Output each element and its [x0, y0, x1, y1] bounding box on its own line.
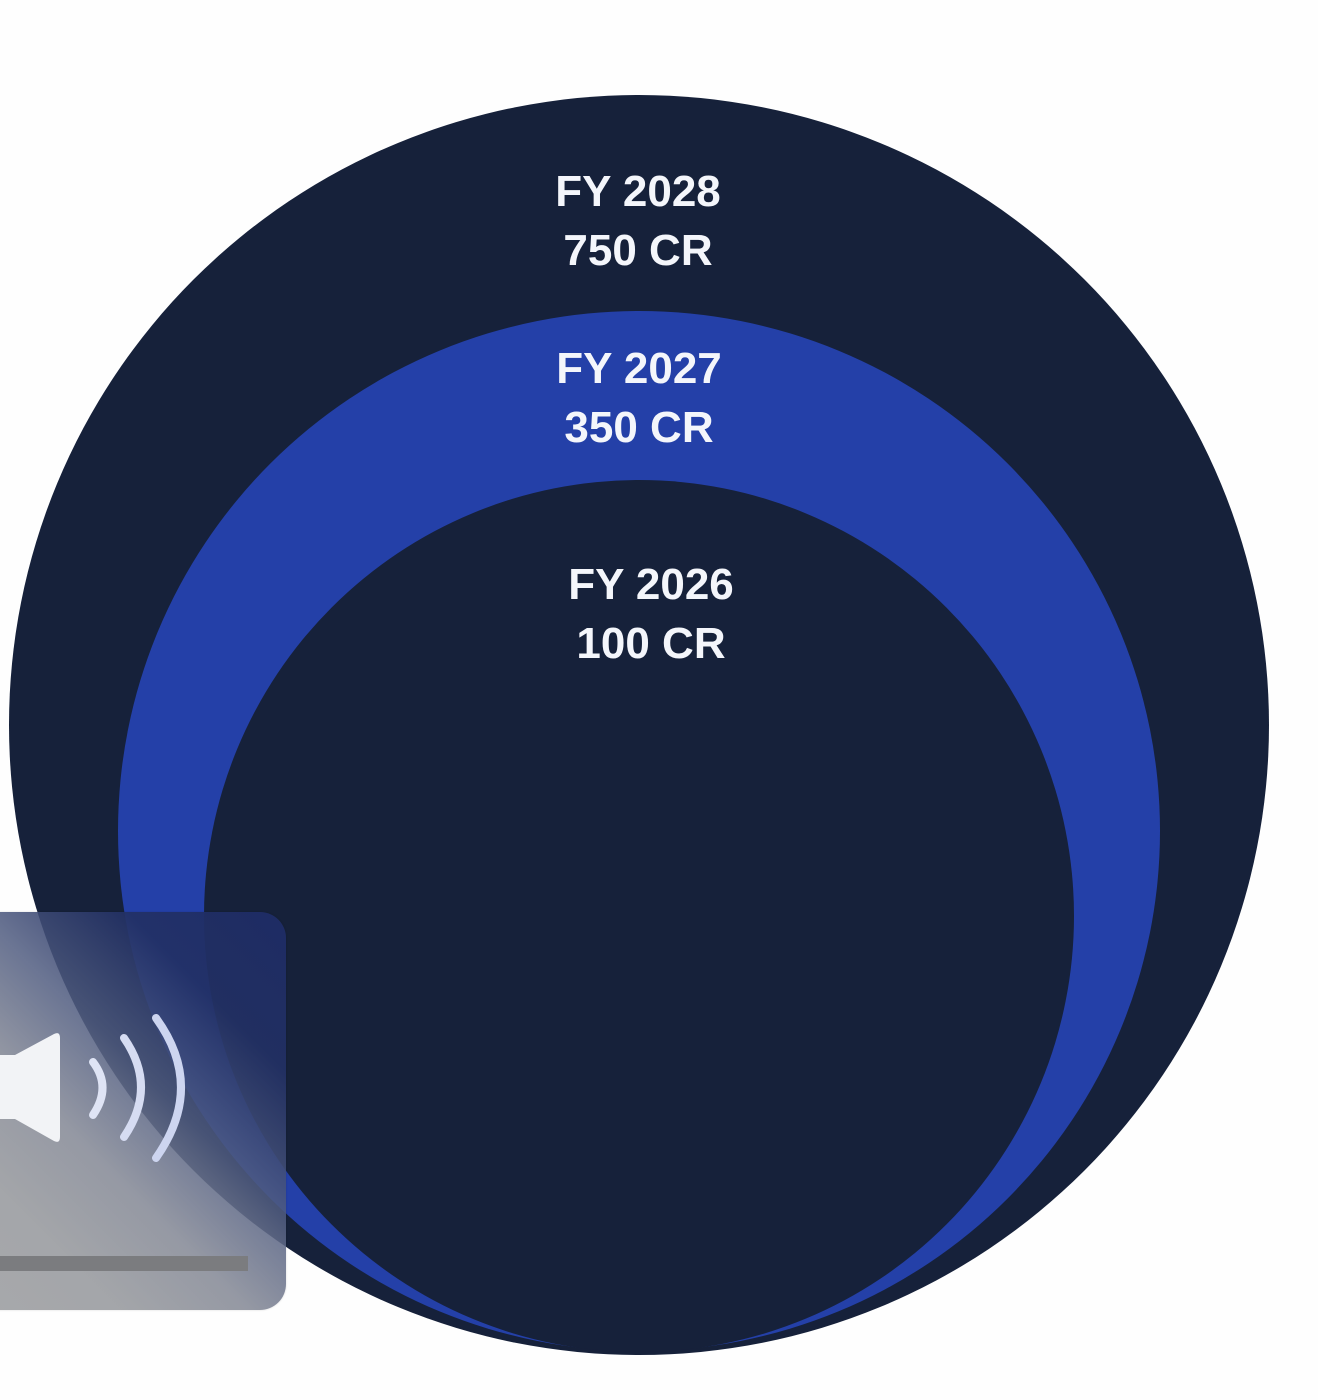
volume-overlay [0, 912, 286, 1310]
label-fy2026-year: FY 2026 [568, 560, 734, 609]
label-fy2027-value: 350 CR [564, 403, 713, 452]
volume-fill [0, 1256, 248, 1271]
label-fy2028-year: FY 2028 [555, 167, 721, 216]
label-fy2028-value: 750 CR [563, 226, 712, 275]
speaker-volume-icon [0, 1014, 185, 1162]
circle-fy2026 [204, 480, 1074, 1352]
volume-track [0, 1256, 248, 1271]
label-fy2027-year: FY 2027 [556, 344, 722, 393]
label-fy2026-value: 100 CR [576, 619, 725, 668]
